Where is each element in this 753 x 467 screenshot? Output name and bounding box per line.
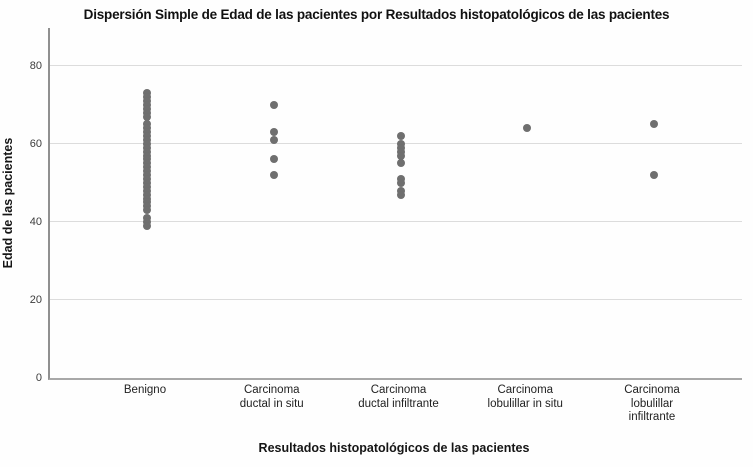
data-point xyxy=(396,159,405,168)
data-point xyxy=(143,206,151,215)
data-point xyxy=(396,151,405,160)
data-point xyxy=(143,112,151,121)
data-point xyxy=(523,124,532,133)
data-point xyxy=(143,221,151,230)
data-point xyxy=(269,155,278,164)
data-point xyxy=(396,178,405,187)
y-gridline xyxy=(50,143,742,145)
x-category-label: Carcinoma lobulillar in situ xyxy=(487,384,563,410)
y-tick-label: 60 xyxy=(29,137,42,150)
data-point xyxy=(650,171,658,180)
data-point xyxy=(396,132,405,141)
data-point xyxy=(650,120,658,129)
x-category-label: Benigno xyxy=(123,384,167,396)
data-point xyxy=(269,171,278,180)
y-tick-label: 20 xyxy=(29,293,42,306)
y-tick-label: 40 xyxy=(29,215,42,228)
x-category-label: Carcinoma ductal in situ xyxy=(239,384,304,410)
x-category-label: Carcinoma ductal infiltrante xyxy=(358,384,439,410)
data-point xyxy=(269,128,278,137)
y-tick-label: 0 xyxy=(35,372,42,384)
y-gridline xyxy=(50,221,742,223)
chart-title: Dispersión Simple de Edad de las pacient… xyxy=(83,7,670,22)
data-point xyxy=(269,135,278,144)
data-point xyxy=(396,190,405,199)
y-gridline xyxy=(50,299,742,301)
data-point xyxy=(269,100,278,109)
y-gridline xyxy=(50,65,742,67)
x-category-label: Carcinoma lobulillar infiltrante xyxy=(624,384,680,423)
y-tick-label: 80 xyxy=(29,59,42,72)
x-axis-title: Resultados histopatológicos de las pacie… xyxy=(258,441,530,455)
plot-area xyxy=(48,28,742,380)
